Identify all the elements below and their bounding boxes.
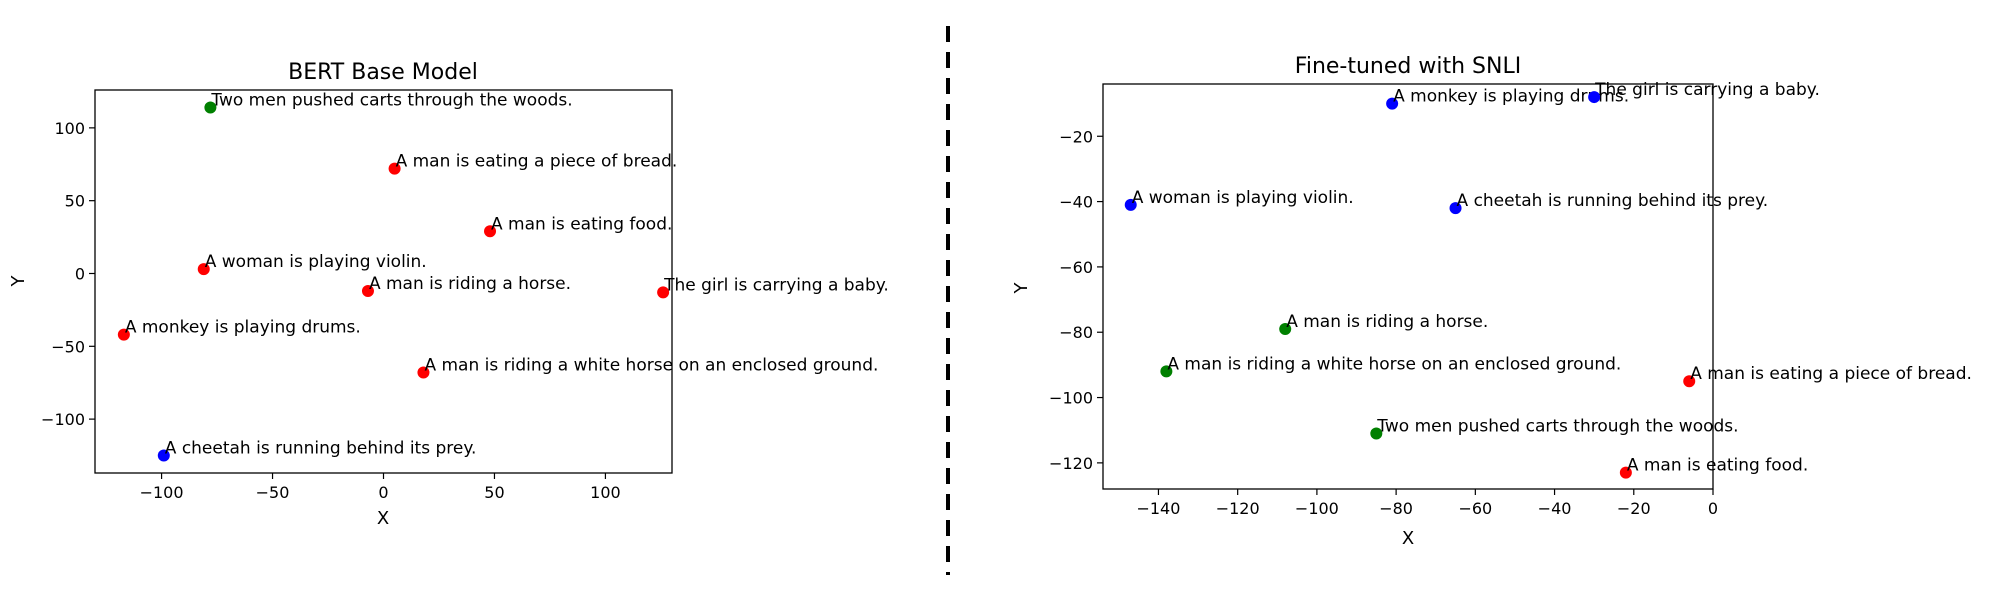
- data-point-label: A man is eating a piece of bread.: [396, 152, 678, 172]
- y-axis-label: Y: [1011, 282, 1032, 295]
- data-point: [157, 449, 170, 462]
- y-tick-label: −40: [1059, 193, 1093, 212]
- data-point-label: A woman is playing violin.: [205, 252, 427, 272]
- data-point: [484, 225, 497, 238]
- x-tick-label: 0: [1708, 499, 1718, 518]
- data-point: [1279, 322, 1292, 335]
- x-tick-label: −80: [1379, 499, 1413, 518]
- data-point: [388, 162, 401, 175]
- x-tick-label: 100: [590, 483, 621, 502]
- data-point-label: A man is riding a horse.: [369, 274, 571, 294]
- data-point: [1588, 91, 1601, 104]
- data-point: [1683, 375, 1696, 388]
- data-point: [417, 366, 430, 379]
- y-tick-label: −80: [1059, 323, 1093, 342]
- x-tick-label: −50: [256, 483, 290, 502]
- plot-frame: [1102, 83, 1714, 490]
- data-point-label: The girl is carrying a baby.: [1594, 80, 1820, 100]
- data-point-label: A man is riding a horse.: [1286, 312, 1488, 332]
- x-tick-label: −140: [1136, 499, 1180, 518]
- x-tick-label: 0: [378, 483, 388, 502]
- y-tick-label: 100: [54, 119, 85, 138]
- x-tick-label: −120: [1216, 499, 1260, 518]
- y-tick-label: −100: [41, 410, 85, 429]
- x-tick-label: −100: [1295, 499, 1339, 518]
- data-point-label: A cheetah is running behind its prey.: [1457, 191, 1769, 211]
- data-point-label: A monkey is playing drums.: [125, 318, 361, 338]
- data-point-label: A woman is playing violin.: [1132, 188, 1354, 208]
- data-point-label: Two men pushed carts through the woods.: [1376, 416, 1738, 436]
- data-point-label: A man is eating a piece of bread.: [1690, 364, 1972, 384]
- data-point: [1619, 466, 1632, 479]
- data-point-label: A cheetah is running behind its prey.: [165, 439, 477, 459]
- data-point: [1386, 97, 1399, 110]
- y-tick-label: −120: [1049, 454, 1093, 473]
- y-tick-label: −100: [1049, 389, 1093, 408]
- y-tick-label: −60: [1059, 258, 1093, 277]
- chart-title: BERT Base Model: [288, 60, 478, 85]
- y-tick-label: −50: [51, 337, 85, 356]
- data-point-label: A man is eating food.: [1627, 456, 1808, 476]
- data-point: [1370, 427, 1383, 440]
- data-point: [204, 101, 217, 114]
- y-tick-label: 50: [65, 192, 85, 211]
- data-point-label: A man is eating food.: [491, 214, 672, 234]
- x-tick-label: −100: [140, 483, 184, 502]
- data-point-label: The girl is carrying a baby.: [663, 275, 889, 295]
- data-point: [117, 328, 130, 341]
- x-axis-label: X: [377, 508, 389, 529]
- x-tick-label: 50: [484, 483, 504, 502]
- data-point: [1160, 365, 1173, 378]
- data-point: [197, 263, 210, 276]
- chart-fine-tuned-snli: Fine-tuned with SNLI X Y −140 −120 −100 −80…: [1011, 54, 1972, 549]
- chart-bert-base: BERT Base Model X Y −100 −50 0 50 100 −100 −50…: [8, 60, 889, 529]
- x-tick-label: −40: [1538, 499, 1572, 518]
- y-tick-label: −20: [1059, 127, 1093, 146]
- data-point-label: A man is riding a white horse on an encl…: [424, 356, 878, 376]
- x-tick-label: −60: [1458, 499, 1492, 518]
- chart-title: Fine-tuned with SNLI: [1295, 54, 1521, 79]
- y-axis-label: Y: [8, 275, 29, 288]
- data-point: [657, 286, 670, 299]
- x-tick-label: −20: [1617, 499, 1651, 518]
- data-point-label: Two men pushed carts through the woods.: [210, 90, 572, 110]
- data-point-label: A man is riding a white horse on an encl…: [1167, 354, 1621, 374]
- data-point: [361, 284, 374, 297]
- data-point-label: A monkey is playing drums.: [1393, 87, 1629, 107]
- y-tick-label: 0: [75, 264, 85, 283]
- data-point: [1449, 202, 1462, 215]
- x-axis-label: X: [1402, 528, 1414, 549]
- data-point: [1124, 198, 1137, 211]
